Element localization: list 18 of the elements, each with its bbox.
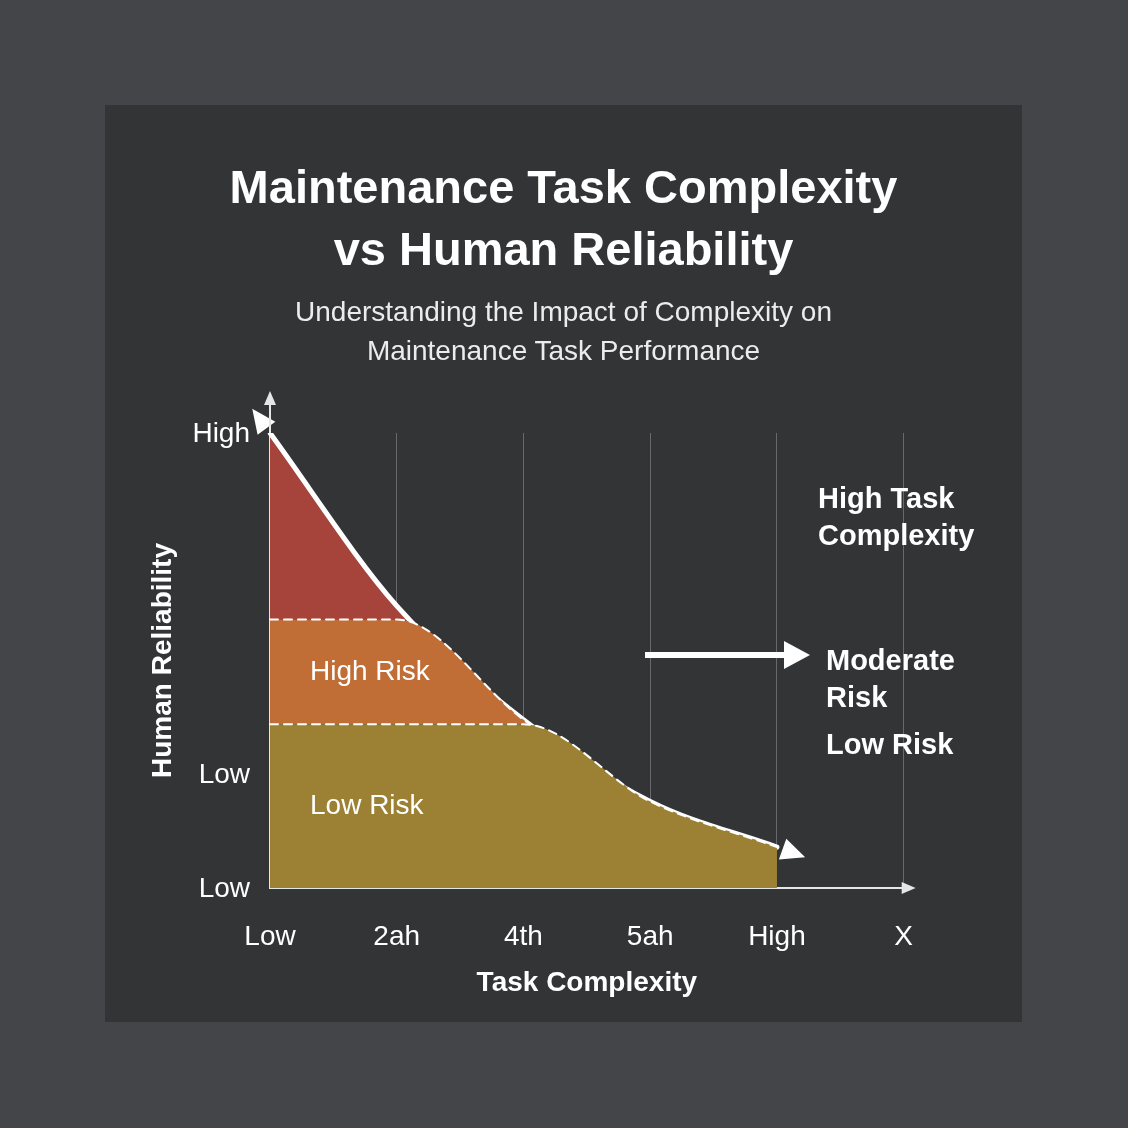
x-tick-label: X — [894, 919, 914, 951]
series-label: Low Risk — [310, 788, 425, 820]
x-tick-label: Low — [244, 919, 297, 951]
x-tick-label: 4th — [504, 919, 543, 951]
y-axis-title: Human Reliability — [145, 542, 177, 778]
chart-title: Maintenance Task Complexity vs Human Reliability — [228, 159, 899, 277]
x-tick-label: High — [748, 919, 806, 951]
text: Low — [198, 871, 250, 905]
x-tick-label: 2ah — [373, 919, 421, 951]
text: Low — [198, 757, 250, 792]
chart-subtitle: Understanding the Impact of Complexity on Maintenance Task Performance — [294, 295, 833, 368]
x-tick-label: 5ah — [626, 919, 674, 951]
annotation: Moderate Risk — [826, 643, 956, 715]
annotation: High Task Complexity — [818, 481, 976, 553]
text: High — [192, 416, 250, 450]
series-label: High Risk — [310, 654, 431, 686]
x-axis-title: Task Complexity — [476, 965, 698, 997]
annotation: Low Risk — [826, 727, 955, 762]
